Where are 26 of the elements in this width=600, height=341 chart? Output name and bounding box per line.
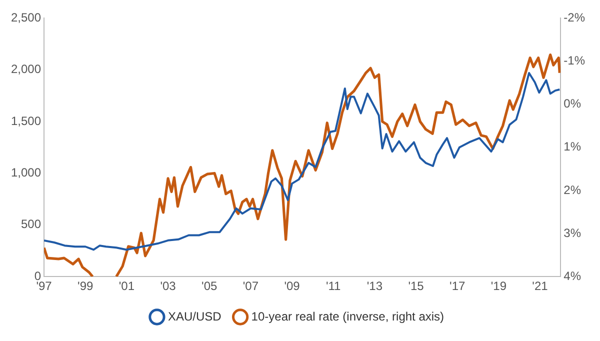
x-tick-label: '99: [78, 279, 94, 294]
x-tick-label: '15: [408, 279, 424, 294]
x-tick-label: '21: [532, 279, 548, 294]
legend-label: 10-year real rate (inverse, right axis): [251, 309, 444, 324]
x-tick-label: '09: [284, 279, 300, 294]
x-tick-label: '01: [118, 279, 135, 294]
y2-tick-label: 3%: [564, 226, 582, 240]
y-tick-label: 1,000: [11, 166, 42, 180]
y-tick-label: 2,000: [11, 62, 42, 76]
y2-tick-label: 0%: [564, 96, 582, 111]
legend-label: XAU/USD: [168, 309, 222, 324]
x-tick-label: '11: [326, 279, 342, 294]
y2-tick-label: -2%: [564, 10, 586, 25]
x-tick-label: '13: [366, 279, 383, 294]
x-tick-label: '03: [160, 279, 176, 294]
x-tick-label: '05: [202, 279, 218, 294]
y-tick-label: 1,500: [11, 114, 42, 128]
x-tick-label: '07: [242, 279, 259, 294]
y2-tick-label: -1%: [564, 54, 586, 68]
x-tick-label: '17: [450, 279, 466, 294]
y2-tick-label: 4%: [564, 268, 582, 283]
x-tick-label: '19: [490, 279, 507, 294]
y2-tick-label: 1%: [564, 140, 582, 154]
y-tick-label: 500: [21, 217, 42, 232]
y2-tick-label: 2%: [564, 182, 582, 197]
y-tick-label: 2,500: [11, 10, 42, 25]
